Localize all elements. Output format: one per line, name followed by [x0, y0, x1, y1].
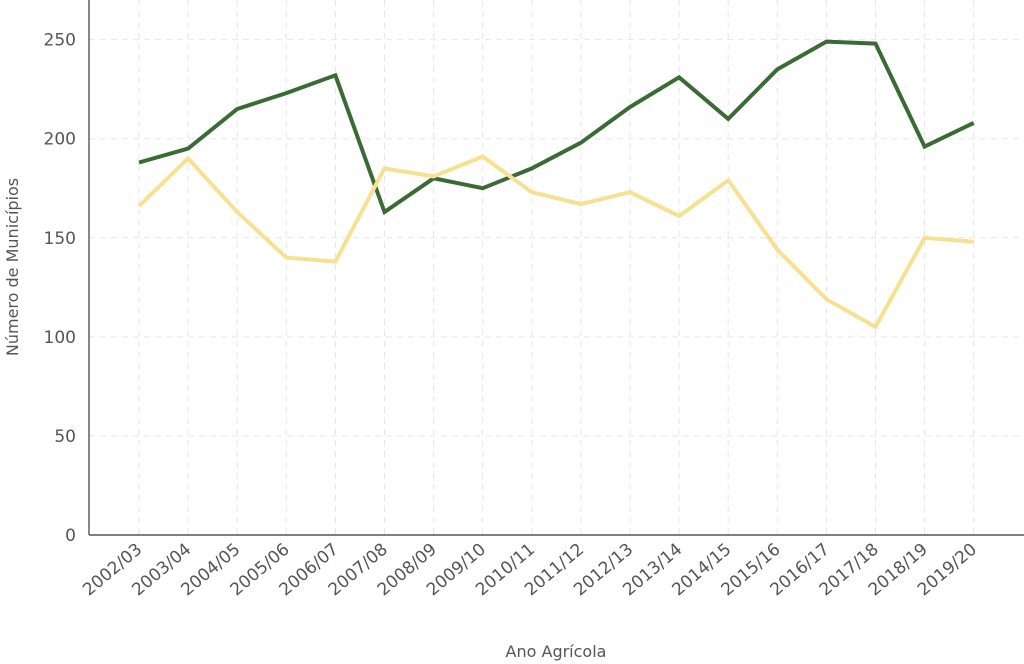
- series-line-1: [138, 39, 975, 216]
- y-tick-labels: 0 50 100 150 200 250: [44, 31, 76, 546]
- series-lines: [137, 39, 975, 330]
- y-tick-label: 0: [65, 526, 76, 546]
- y-axis-title: Número de Municípios: [3, 178, 22, 356]
- y-tick-label: 150: [44, 229, 76, 249]
- y-tick-label: 250: [44, 31, 76, 51]
- series-line-2: [137, 154, 974, 330]
- x-tick-labels: 2002/032003/042004/052005/062006/072007/…: [79, 540, 981, 601]
- y-tick-label: 50: [54, 427, 76, 447]
- axes: [88, 0, 1024, 536]
- y-tick-label: 200: [44, 130, 76, 150]
- x-axis-title: Ano Agrícola: [506, 642, 607, 661]
- y-tick-label: 100: [44, 328, 76, 348]
- grid-lines: [89, 0, 1024, 535]
